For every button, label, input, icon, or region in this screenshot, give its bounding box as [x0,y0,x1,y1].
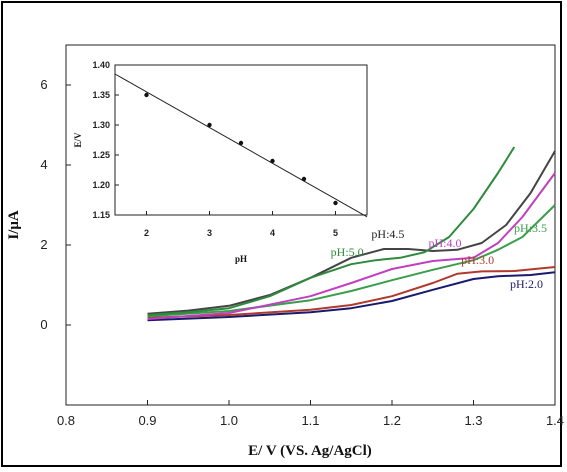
inset-plot-area [114,64,368,216]
inset-y-tick-label: 1.30 [92,120,110,130]
series-line-50 [147,146,516,316]
x-tick-label: 0.8 [57,413,75,428]
inset-data-point [144,92,149,98]
inset-y-tick-label: 1.25 [92,150,110,160]
series-line-40 [147,172,556,320]
main-annotations: pH:5.0 pH:4.5 pH:4.0 pH:3.5 pH:3.0 pH:2.0 [331,221,547,291]
curve-label: pH:4.5 [371,227,404,241]
curve-label: pH:3.5 [514,221,547,235]
inset-fit-line [114,73,368,218]
x-tick-label: 0.9 [138,413,156,428]
y-axis-title: I/μA [6,210,22,240]
x-tick-label: 1.1 [301,413,319,428]
inset-y-tick-label: 1.20 [92,180,110,190]
inset-data-point [301,176,307,182]
inset-x-tick-label: 2 [144,228,149,238]
inset-x-axis-title: pH [235,254,247,264]
inset-axis-ticks: 2 3 4 5 1.15 1.20 1.25 1.30 1.35 1.40 [92,60,338,238]
inset-x-tick-label: 5 [333,228,338,238]
curve-label: pH:3.0 [461,253,494,267]
curve-label: pH:2.0 [510,277,543,291]
inset-y-tick-label: 1.15 [92,210,110,220]
inset-x-tick-label: 3 [207,228,212,238]
inset-x-tick-label: 4 [270,228,275,238]
inset-y-axis-title: E/V [73,132,83,148]
inset-marks-group [114,73,368,218]
x-tick-label: 1.2 [383,413,401,428]
inset-data-point [238,140,244,146]
x-axis-title: E/ V (VS. Ag/AgCl) [248,443,372,459]
y-tick-label: 4 [40,157,47,172]
inset-y-tick-label: 1.40 [92,60,110,70]
series-line-20 [147,271,556,322]
inset-data-point [207,122,212,128]
main-series-group [147,146,556,322]
inset-data-point [333,200,338,206]
x-tick-label: 1.0 [220,413,238,428]
y-tick-label: 6 [40,77,47,92]
y-tick-label: 2 [40,237,47,252]
series-line-45 [147,150,556,315]
x-tick-label: 1.3 [464,413,482,428]
x-tick-label: 1.4 [546,413,564,428]
inset-y-tick-label: 1.35 [92,90,110,100]
y-tick-label: 0 [40,317,47,332]
main-axis-ticks: 0.8 0.9 1.0 1.1 1.2 1.3 1.4 0 2 4 6 [40,77,564,428]
curve-label: pH:5.0 [331,245,364,259]
curve-label: pH:4.0 [428,236,461,250]
inset-data-point [270,158,275,164]
series-line-30 [147,266,556,319]
